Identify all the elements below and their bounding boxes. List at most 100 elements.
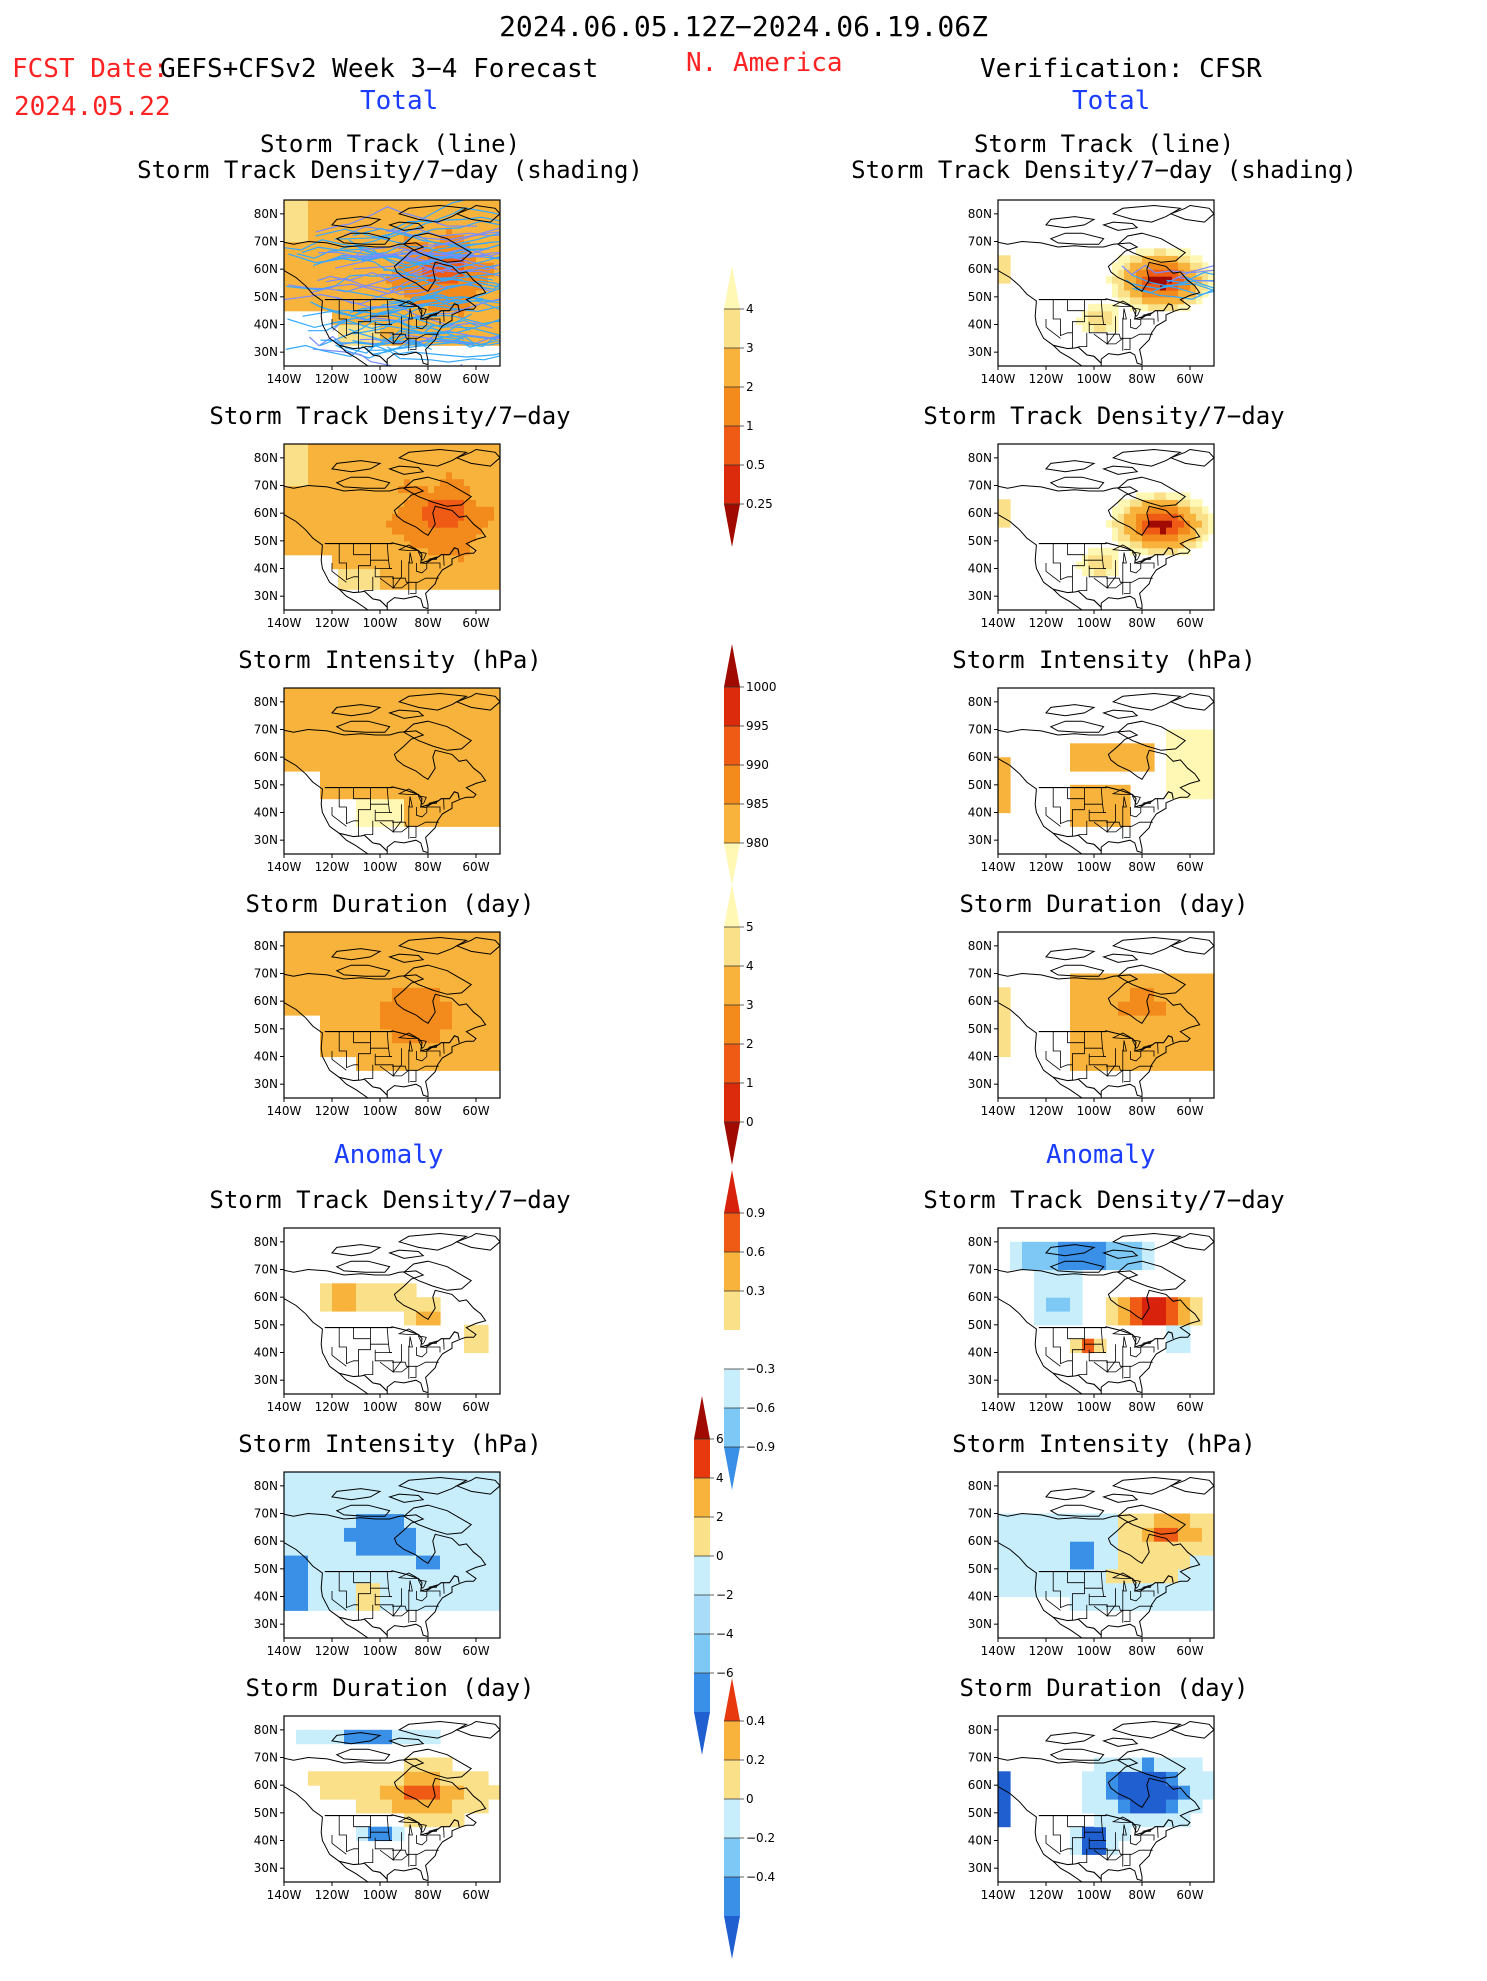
lon-tick-label: 60W [462, 372, 489, 386]
lat-tick-label: 80N [968, 1235, 992, 1249]
colorbar-duration-anom: 0.4 0.2 0 −0.2 −0.4 [716, 1674, 796, 1981]
map-left-anom-density: 80N 70N 60N 50N 40N 30N 140W 120W 100W 80W 60W [238, 1224, 508, 1428]
lat-tick-label: 80N [254, 1479, 278, 1493]
lat-tick-label: 70N [968, 1263, 992, 1277]
lon-tick-label: 140W [267, 1104, 302, 1118]
lat-tick-label: 50N [968, 778, 992, 792]
lon-tick-label: 120W [1029, 1644, 1064, 1658]
lat-tick-label: 30N [254, 833, 278, 847]
lon-tick-label: 100W [363, 1644, 398, 1658]
lat-tick-label: 80N [968, 695, 992, 709]
map-left-track: 80N 70N 60N 50N 40N 30N 140W 120W 100W 80W 60W [238, 196, 508, 400]
right-anom-duration-title: Storm Duration (day) [959, 1674, 1249, 1702]
lon-tick-label: 140W [981, 1400, 1016, 1414]
left-intensity-title: Storm Intensity (hPa) [238, 646, 542, 674]
right-anom-intensity-title: Storm Intensity (hPa) [952, 1430, 1256, 1458]
lon-tick-label: 120W [315, 1888, 350, 1902]
lat-tick-label: 50N [968, 1022, 992, 1036]
colorbar-tick-label: 1000 [746, 680, 777, 694]
right-density-title: Storm Track Density/7−day [923, 402, 1285, 430]
lat-tick-label: 50N [254, 290, 278, 304]
lon-tick-label: 120W [1029, 616, 1064, 630]
lat-tick-label: 60N [254, 1778, 278, 1792]
colorbar-tick-label: 0 [746, 1792, 754, 1806]
colorbar-tick-label: −6 [716, 1666, 734, 1680]
lon-tick-label: 100W [363, 616, 398, 630]
left-track-title-1: Storm Track (line) [259, 130, 521, 158]
lon-tick-label: 60W [1176, 1644, 1203, 1658]
right-anom-density-title: Storm Track Density/7−day [923, 1186, 1285, 1214]
lat-tick-label: 70N [968, 1751, 992, 1765]
lat-tick-label: 70N [968, 479, 992, 493]
colorbar-intensity-anom: 6 4 2 0 −2 −4 −6 [686, 1392, 766, 1777]
lat-tick-label: 50N [254, 778, 278, 792]
region-label: N. America [686, 48, 843, 78]
lat-tick-label: 70N [968, 235, 992, 249]
lon-tick-label: 120W [315, 616, 350, 630]
lat-tick-label: 40N [254, 1590, 278, 1604]
map-right-anom-duration: 80N 70N 60N 50N 40N 30N 140W 120W 100W 80W 60W [952, 1712, 1222, 1916]
left-anom-density-title: Storm Track Density/7−day [209, 1186, 571, 1214]
lat-tick-label: 60N [968, 262, 992, 276]
left-duration-title: Storm Duration (day) [245, 890, 535, 918]
colorbar-tick-label: −0.2 [746, 1831, 775, 1845]
lat-tick-label: 40N [968, 1590, 992, 1604]
lon-tick-label: 80W [414, 860, 441, 874]
lon-tick-label: 60W [462, 1104, 489, 1118]
lat-tick-label: 60N [968, 1778, 992, 1792]
lat-tick-label: 80N [254, 451, 278, 465]
left-track-title-2: Storm Track Density/7−day (shading) [137, 156, 643, 184]
colorbar-tick-label: 4 [716, 1471, 724, 1485]
map-right-intensity: 80N 70N 60N 50N 40N 30N 140W 120W 100W 80W 60W [952, 684, 1222, 888]
fcst-date-label: FCST Date: [12, 54, 169, 84]
lat-tick-label: 60N [968, 506, 992, 520]
map-right-track: 80N 70N 60N 50N 40N 30N 140W 120W 100W 80W 60W [952, 196, 1222, 400]
lon-tick-label: 80W [414, 1104, 441, 1118]
lat-tick-label: 60N [968, 994, 992, 1008]
lon-tick-label: 140W [981, 1644, 1016, 1658]
lat-tick-label: 30N [968, 1077, 992, 1091]
colorbar-density-anom: 0.9 0.6 0.3 −0.3 −0.6 −0.9 [716, 1166, 796, 1512]
lat-tick-label: 40N [254, 1050, 278, 1064]
lon-tick-label: 140W [981, 616, 1016, 630]
lon-tick-label: 60W [1176, 1888, 1203, 1902]
lat-tick-label: 70N [968, 967, 992, 981]
lat-tick-label: 70N [254, 1507, 278, 1521]
lat-tick-label: 60N [254, 506, 278, 520]
colorbar-tick-label: 6 [716, 1432, 724, 1446]
lat-tick-label: 40N [254, 318, 278, 332]
lon-tick-label: 140W [981, 1104, 1016, 1118]
lat-tick-label: 60N [968, 1534, 992, 1548]
lat-tick-label: 70N [254, 479, 278, 493]
lon-tick-label: 120W [1029, 1888, 1064, 1902]
lat-tick-label: 80N [254, 1235, 278, 1249]
lat-tick-label: 30N [968, 589, 992, 603]
lon-tick-label: 140W [981, 1888, 1016, 1902]
lat-tick-label: 60N [254, 750, 278, 764]
lat-tick-label: 60N [968, 1290, 992, 1304]
lat-tick-label: 30N [968, 1861, 992, 1875]
lat-tick-label: 60N [254, 1534, 278, 1548]
map-right-anom-intensity: 80N 70N 60N 50N 40N 30N 140W 120W 100W 80W 60W [952, 1468, 1222, 1672]
lat-tick-label: 70N [254, 1263, 278, 1277]
colorbar-tick-label: −0.4 [746, 1870, 775, 1884]
lat-tick-label: 80N [254, 207, 278, 221]
colorbar-tick-label: 5 [746, 920, 754, 934]
lat-tick-label: 80N [968, 1723, 992, 1737]
lat-tick-label: 40N [968, 1050, 992, 1064]
colorbar-tick-label: −0.3 [746, 1362, 775, 1376]
lat-tick-label: 70N [254, 723, 278, 737]
lon-tick-label: 60W [1176, 1400, 1203, 1414]
lon-tick-label: 120W [1029, 1104, 1064, 1118]
lon-tick-label: 60W [462, 1644, 489, 1658]
total-label-left: Total [360, 86, 439, 116]
colorbar-tick-label: −2 [716, 1588, 734, 1602]
lon-tick-label: 100W [363, 1400, 398, 1414]
colorbar-tick-label: 980 [746, 836, 769, 850]
colorbar-tick-label: 4 [746, 302, 754, 316]
lon-tick-label: 100W [1077, 1400, 1112, 1414]
lon-tick-label: 80W [1128, 1400, 1155, 1414]
colorbar-tick-label: 0.3 [746, 1284, 765, 1298]
lon-tick-label: 120W [315, 1104, 350, 1118]
lat-tick-label: 50N [254, 1318, 278, 1332]
